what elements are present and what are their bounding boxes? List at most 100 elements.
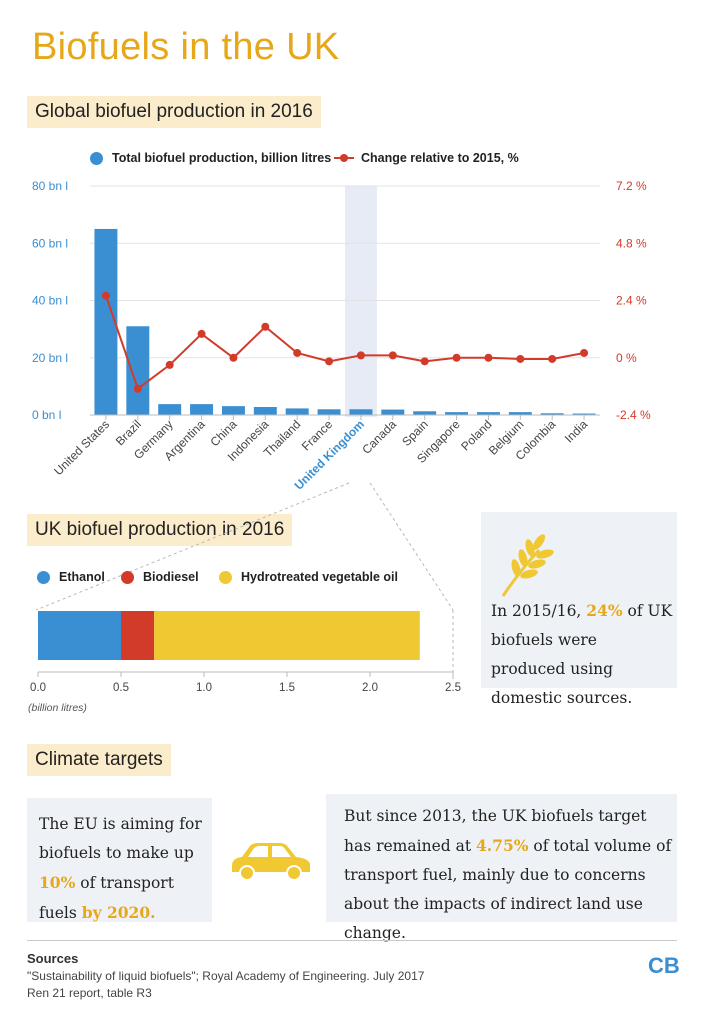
eu-text-part-2: of transport fuels <box>39 874 174 922</box>
uk-target-box: But since 2013, the UK biofuels target h… <box>326 794 677 942</box>
line-point <box>229 353 238 362</box>
line-point <box>165 360 174 369</box>
source-line-1: "Sustainability of liquid biofuels"; Roy… <box>27 969 425 983</box>
uk-text-part-2: of total volume of transport fuel, mainl… <box>344 837 672 942</box>
legend-ethanol-label: Ethanol <box>59 570 105 584</box>
x-tick-label: Canada <box>359 417 399 457</box>
bar <box>94 228 118 415</box>
legend-line-item: Change relative to 2015, % <box>333 151 519 165</box>
legend-hvo: Hydrotreated vegetable oil <box>219 570 398 584</box>
line-point <box>325 357 334 366</box>
sources-title: Sources <box>27 951 79 966</box>
x-axis-unit-label: (billion litres) <box>28 702 87 714</box>
bar <box>349 409 373 415</box>
y-right-tick-label: 2.4 % <box>616 294 647 308</box>
legend-hvo-swatch <box>219 570 232 584</box>
eu-text-part: The EU is aiming for biofuels to make up <box>39 815 202 862</box>
bar <box>190 404 214 415</box>
y-right-tick-label: 7.2 % <box>616 179 647 193</box>
y-left-tick-label: 40 bn l <box>32 294 68 308</box>
domestic-text-part: In 2015/16, <box>491 602 587 620</box>
legend-line-label: Change relative to 2015, % <box>361 151 519 165</box>
uk-production-chart: 0.0 0.5 1.0 1.5 2.0 2.5 (billion litres) <box>28 611 461 714</box>
line-point <box>484 353 493 362</box>
uk-highlight-percent: 4.75% <box>476 836 529 855</box>
page-title: Biofuels in the UK <box>32 26 340 68</box>
legend-bar-item: Total biofuel production, billion litres <box>90 151 331 165</box>
line-point <box>356 351 365 360</box>
line-point <box>548 354 557 363</box>
domestic-sources-text: In 2015/16, 24% of UK biofuels were prod… <box>491 596 675 713</box>
stacked-bar-segment <box>154 611 420 660</box>
line-point <box>388 351 397 360</box>
legend-hvo-label: Hydrotreated vegetable oil <box>241 570 398 584</box>
legend-ethanol-swatch <box>37 570 50 584</box>
uk-text-part: But since 2013, the UK biofuels target h… <box>344 807 647 855</box>
stacked-bar-segment <box>121 611 155 660</box>
wheat-icon <box>501 534 554 597</box>
legend-biodiesel-label: Biodiesel <box>143 570 199 584</box>
line-point <box>420 357 429 366</box>
section-heading-climate: Climate targets <box>27 744 171 776</box>
x-tick-label: 1.5 <box>279 682 295 694</box>
y-left-tick-label: 0 bn l <box>32 408 61 422</box>
section-heading-global: Global biofuel production in 2016 <box>27 96 321 128</box>
line-point <box>261 322 270 331</box>
bar <box>508 412 532 415</box>
x-tick-label: 2.0 <box>362 682 378 694</box>
car-icon <box>232 843 310 881</box>
stacked-bar-segment <box>38 611 121 660</box>
bar <box>413 411 437 415</box>
legend-line-swatch <box>334 154 354 162</box>
section-heading-uk: UK biofuel production in 2016 <box>27 514 293 546</box>
y-left-tick-label: 20 bn l <box>32 351 68 365</box>
uk-zoom-connector <box>35 482 454 680</box>
bar <box>285 408 309 415</box>
source-line-2: Ren 21 report, table R3 <box>27 986 152 1000</box>
eu-highlight-date: by 2020. <box>81 903 156 922</box>
bar <box>221 406 245 415</box>
domestic-text-part-2: of UK biofuels were produced using domes… <box>491 602 673 707</box>
eu-target-text: The EU is aiming for biofuels to make up… <box>39 810 209 928</box>
domestic-sources-callout: In 2015/16, 24% of UK biofuels were prod… <box>481 512 677 707</box>
y-right-tick-label: 4.8 % <box>616 236 647 250</box>
line-point <box>293 348 302 357</box>
sources-divider <box>27 940 677 941</box>
line-point <box>580 348 589 357</box>
line-point <box>197 329 206 338</box>
highlight-band-united-kingdom <box>345 186 377 417</box>
legend-ethanol: Ethanol <box>37 570 105 584</box>
legend-biodiesel: Biodiesel <box>121 570 199 584</box>
legend-biodiesel-swatch <box>121 570 134 584</box>
x-tick-label: India <box>562 417 591 446</box>
bar <box>317 409 341 415</box>
x-tick-label: 2.5 <box>445 682 461 694</box>
line-point <box>452 353 461 362</box>
y-right-tick-label: 0 % <box>616 351 637 365</box>
bar <box>540 413 564 415</box>
domestic-highlight: 24% <box>586 601 623 620</box>
legend-bar-label: Total biofuel production, billion litres <box>112 151 332 165</box>
line-point <box>101 291 110 300</box>
bar <box>253 406 277 415</box>
y-left-tick-label: 60 bn l <box>32 236 68 250</box>
bar <box>381 409 405 415</box>
series-line-change <box>104 295 585 391</box>
bar <box>158 404 182 415</box>
x-tick-label: 0.5 <box>113 682 129 694</box>
bar <box>126 326 150 415</box>
global-production-chart: 0 bn l 20 bn l 40 bn l 60 bn l 80 bn l -2.4 %… <box>32 179 651 493</box>
bar <box>476 412 500 415</box>
uk-target-text: But since 2013, the UK biofuels target h… <box>344 802 674 948</box>
y-right-tick-label: -2.4 % <box>616 408 651 422</box>
bar <box>445 412 469 415</box>
legend-bar-swatch <box>90 151 103 165</box>
line-point <box>516 354 525 363</box>
x-tick-label: 0.0 <box>30 682 46 694</box>
x-tick-label: 1.0 <box>196 682 212 694</box>
eu-highlight-percent: 10% <box>39 873 76 892</box>
line-point <box>133 384 142 393</box>
eu-target-box: The EU is aiming for biofuels to make up… <box>27 798 212 922</box>
carbonbrief-logo: CB <box>648 953 680 978</box>
bar <box>572 413 596 415</box>
